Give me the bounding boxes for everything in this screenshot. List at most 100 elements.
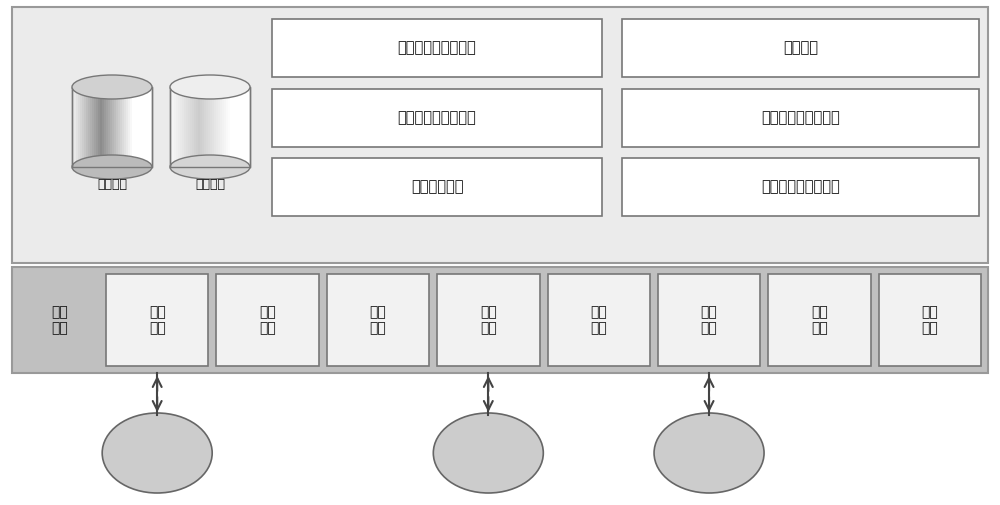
Polygon shape (196, 87, 198, 167)
Polygon shape (98, 87, 100, 167)
Polygon shape (124, 87, 126, 167)
FancyBboxPatch shape (622, 88, 979, 146)
Polygon shape (86, 87, 88, 167)
Polygon shape (108, 87, 110, 167)
Polygon shape (198, 87, 200, 167)
Text: 采样
功能: 采样 功能 (259, 305, 276, 335)
Polygon shape (182, 87, 184, 167)
Polygon shape (90, 87, 92, 167)
Polygon shape (80, 87, 82, 167)
Polygon shape (174, 87, 176, 167)
Text: 报表
功能: 报表 功能 (811, 305, 828, 335)
Polygon shape (114, 87, 116, 167)
FancyBboxPatch shape (548, 274, 650, 366)
Text: 历史数据: 历史数据 (97, 178, 127, 191)
Polygon shape (228, 87, 230, 167)
Polygon shape (192, 87, 194, 167)
Polygon shape (180, 87, 182, 167)
Text: 数据
存储: 数据 存储 (701, 305, 717, 335)
Polygon shape (102, 87, 104, 167)
Polygon shape (130, 87, 132, 167)
Polygon shape (248, 87, 250, 167)
Ellipse shape (170, 155, 250, 179)
Text: 气象
数据: 气象 数据 (480, 439, 496, 467)
Polygon shape (78, 87, 80, 167)
Ellipse shape (72, 155, 152, 179)
Text: 发布
功能: 发布 功能 (480, 305, 497, 335)
Polygon shape (88, 87, 90, 167)
FancyBboxPatch shape (272, 19, 602, 77)
Polygon shape (140, 87, 142, 167)
Polygon shape (110, 87, 112, 167)
Polygon shape (146, 87, 148, 167)
Polygon shape (210, 87, 212, 167)
Text: 分布
式光
伏点: 分布 式光 伏点 (701, 431, 717, 475)
Polygon shape (214, 87, 216, 167)
Polygon shape (186, 87, 188, 167)
Polygon shape (96, 87, 98, 167)
Text: 曲线
工具: 曲线 工具 (921, 305, 938, 335)
Polygon shape (172, 87, 174, 167)
Text: 分布式光伏发电预测: 分布式光伏发电预测 (761, 110, 840, 125)
Polygon shape (242, 87, 244, 167)
Polygon shape (216, 87, 218, 167)
Polygon shape (224, 87, 226, 167)
Polygon shape (212, 87, 214, 167)
Polygon shape (190, 87, 192, 167)
FancyBboxPatch shape (327, 274, 429, 366)
Text: 电能质量监视: 电能质量监视 (411, 179, 463, 194)
Polygon shape (142, 87, 144, 167)
Polygon shape (104, 87, 106, 167)
Polygon shape (230, 87, 232, 167)
FancyBboxPatch shape (272, 158, 602, 216)
Polygon shape (202, 87, 204, 167)
Polygon shape (84, 87, 86, 167)
FancyBboxPatch shape (12, 7, 988, 263)
Polygon shape (126, 87, 128, 167)
Ellipse shape (170, 75, 250, 99)
Ellipse shape (654, 413, 764, 493)
Polygon shape (188, 87, 190, 167)
Polygon shape (150, 87, 152, 167)
Polygon shape (176, 87, 178, 167)
Polygon shape (220, 87, 222, 167)
FancyBboxPatch shape (272, 88, 602, 146)
Polygon shape (240, 87, 242, 167)
FancyBboxPatch shape (216, 274, 319, 366)
Polygon shape (120, 87, 122, 167)
Polygon shape (76, 87, 78, 167)
Polygon shape (106, 87, 108, 167)
Polygon shape (178, 87, 180, 167)
FancyBboxPatch shape (12, 267, 988, 373)
Polygon shape (116, 87, 118, 167)
Text: 告警
功能: 告警 功能 (370, 305, 386, 335)
Ellipse shape (102, 413, 212, 493)
Polygon shape (244, 87, 246, 167)
Text: 负荷预测: 负荷预测 (783, 40, 818, 56)
Polygon shape (194, 87, 196, 167)
Polygon shape (122, 87, 124, 167)
Polygon shape (200, 87, 202, 167)
Text: 无线
公网: 无线 公网 (149, 439, 165, 467)
Text: 分布式电源运行监视: 分布式电源运行监视 (398, 40, 476, 56)
Polygon shape (218, 87, 220, 167)
Polygon shape (118, 87, 120, 167)
FancyBboxPatch shape (658, 274, 760, 366)
FancyBboxPatch shape (768, 274, 871, 366)
Polygon shape (128, 87, 130, 167)
Polygon shape (208, 87, 210, 167)
Polygon shape (236, 87, 238, 167)
Polygon shape (132, 87, 134, 167)
FancyBboxPatch shape (106, 274, 208, 366)
Polygon shape (234, 87, 236, 167)
Polygon shape (232, 87, 234, 167)
Polygon shape (144, 87, 146, 167)
Polygon shape (112, 87, 114, 167)
Polygon shape (238, 87, 240, 167)
Polygon shape (136, 87, 138, 167)
Polygon shape (100, 87, 102, 167)
Polygon shape (226, 87, 228, 167)
Polygon shape (72, 87, 74, 167)
Polygon shape (246, 87, 248, 167)
Text: 数据
维护: 数据 维护 (149, 305, 166, 335)
